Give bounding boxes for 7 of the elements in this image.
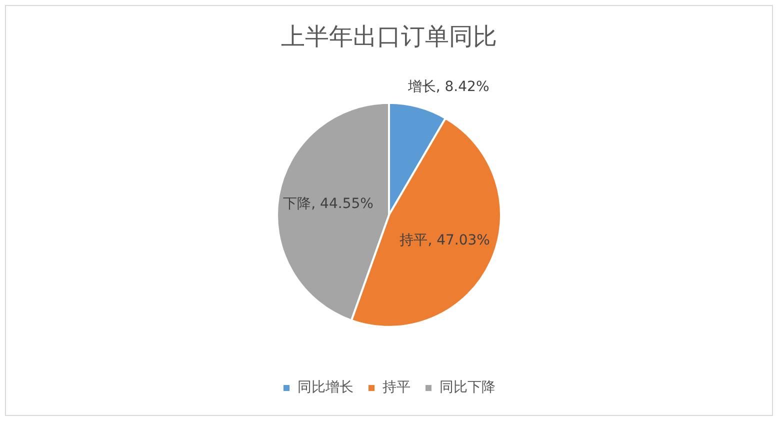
legend-label: 持平 (382, 380, 410, 396)
data-label: 增长, 8.42% (406, 78, 490, 95)
legend-label: 同比下降 (440, 380, 496, 396)
data-label: 持平, 47.03% (400, 232, 490, 249)
legend-label: 同比增长 (298, 380, 354, 396)
chart-title: 上半年出口订单同比 (281, 22, 497, 51)
data-label: 下降, 44.55% (283, 196, 374, 212)
